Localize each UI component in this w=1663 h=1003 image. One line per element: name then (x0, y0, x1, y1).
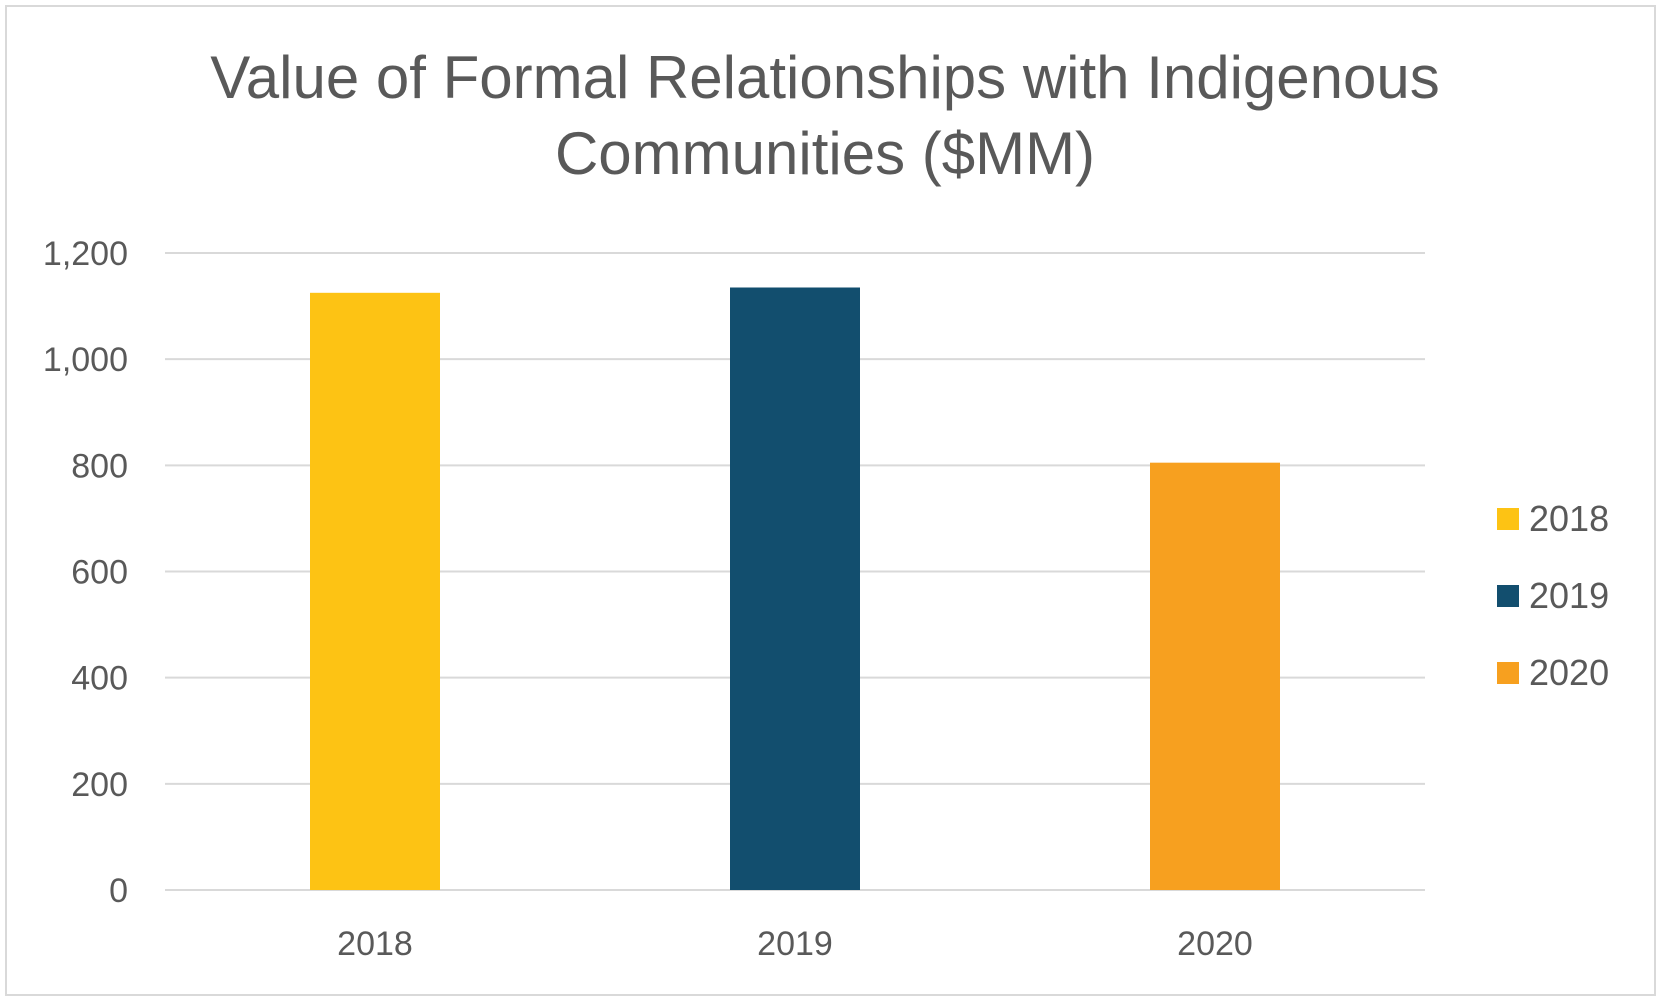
legend-label: 2019 (1529, 575, 1609, 616)
legend-swatch-2019 (1497, 585, 1519, 607)
bar-2019 (730, 287, 860, 891)
bar-2020 (1150, 462, 1280, 890)
chart-title-line-1: Value of Formal Relationships with Indig… (210, 44, 1440, 111)
legend-label: 2018 (1529, 498, 1609, 539)
y-tick-label: 200 (71, 766, 128, 804)
x-tick-label: 2020 (1177, 925, 1253, 963)
legend-swatch-2018 (1497, 508, 1519, 530)
legend-label: 2020 (1529, 652, 1609, 693)
y-tick-label: 400 (71, 660, 128, 698)
chart-title-line-2: Communities ($MM) (554, 120, 1096, 187)
y-tick-label: 600 (71, 554, 128, 592)
y-tick-label: 800 (71, 447, 128, 485)
y-tick-label: 1,000 (43, 341, 128, 379)
y-tick-label: 0 (109, 872, 128, 910)
y-tick-label: 1,200 (43, 235, 128, 273)
x-tick-label: 2018 (337, 925, 413, 963)
legend-swatch-2020 (1497, 662, 1519, 684)
bar-2018 (310, 292, 440, 890)
x-tick-label: 2019 (757, 925, 833, 963)
chart-title: Value of Formal Relationships with Indig… (150, 40, 1500, 192)
